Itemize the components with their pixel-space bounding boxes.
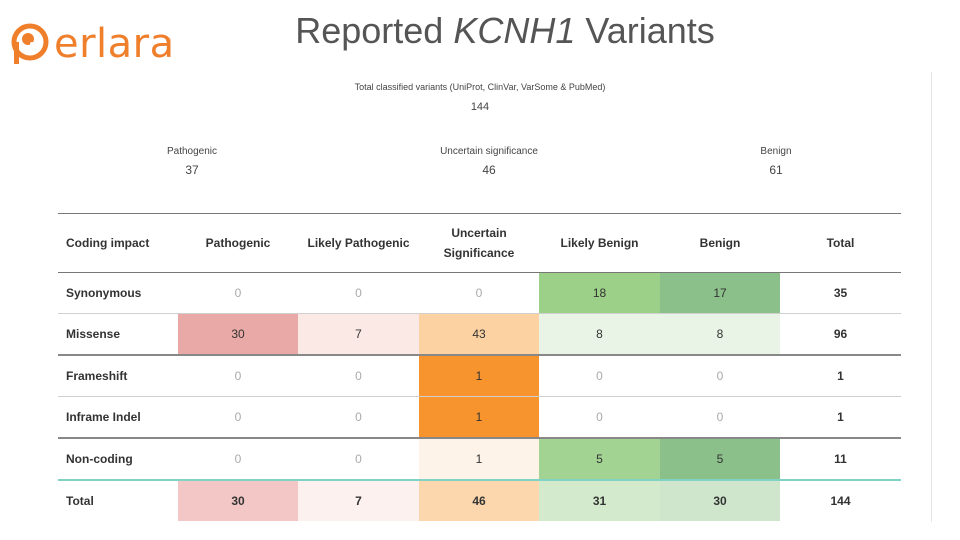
table-cell: 7 <box>298 480 419 521</box>
row-total: 35 <box>833 286 848 300</box>
header-uncertain-significance: Uncertain Significance <box>419 213 539 273</box>
total-classified-label: Total classified variants (UniProt, Clin… <box>354 82 606 92</box>
total-classified-value: 144 <box>470 101 490 113</box>
table-cell: 5 <box>660 438 780 480</box>
row-label: Missense <box>66 327 121 341</box>
table-cell: 0 <box>234 410 242 424</box>
table-cell: 18 <box>539 272 660 314</box>
row-total: 11 <box>834 452 847 466</box>
summary-benign-label: Benign <box>760 146 792 157</box>
table-header-row: Coding impact Pathogenic Likely Pathogen… <box>58 213 901 273</box>
registered-mark: ® <box>166 38 172 45</box>
row-total: 1 <box>837 410 844 424</box>
header-total: Total <box>780 213 901 273</box>
table-cell: 0 <box>596 369 603 383</box>
header-likely-pathogenic: Likely Pathogenic <box>298 213 419 273</box>
table-cell: 0 <box>234 452 242 466</box>
table-cell: 1 <box>419 355 539 397</box>
table-cell: 0 <box>716 410 724 424</box>
header-coding-impact: Coding impact <box>58 213 178 273</box>
table-cell: 0 <box>475 286 483 300</box>
table-cell: 8 <box>539 313 660 355</box>
row-total: 144 <box>830 494 851 508</box>
row-total: 1 <box>837 369 844 383</box>
table-cell: 0 <box>355 452 362 466</box>
table-cell: 0 <box>234 369 242 383</box>
row-label: Inframe Indel <box>66 410 141 424</box>
summary-benign: Benign 61 <box>696 146 856 177</box>
table-row: Frameshift 0 0 1 0 0 1 <box>58 355 901 397</box>
title-gene: KCNH1 <box>453 10 576 51</box>
table-cell: 5 <box>539 438 660 480</box>
table-cell: 0 <box>355 410 362 424</box>
table-cell: 8 <box>660 313 780 355</box>
summary-pathogenic-value: 37 <box>185 163 199 177</box>
right-divider <box>931 72 932 522</box>
table-cell: 0 <box>234 286 242 300</box>
table-row: Total 30 7 46 31 30 144 <box>58 480 901 521</box>
perlara-p-icon <box>11 23 49 64</box>
table-cell: 1 <box>419 396 539 438</box>
summary-pathogenic: Pathogenic 37 <box>112 146 272 177</box>
row-total: 96 <box>833 327 848 341</box>
row-label: Non-coding <box>66 452 133 466</box>
table-cell: 31 <box>539 480 660 521</box>
summary-uncertain: Uncertain significance 46 <box>409 146 569 177</box>
table-cell: 30 <box>660 480 780 521</box>
table-cell: 1 <box>419 438 539 480</box>
summary-benign-value: 61 <box>769 163 783 177</box>
header-likely-benign: Likely Benign <box>539 213 660 273</box>
slide-title: Reported KCNH1 Variants <box>240 10 770 52</box>
table-row: Inframe Indel 0 0 1 0 0 1 <box>58 396 901 438</box>
table-row: Non-coding 0 0 1 5 5 11 <box>58 438 901 480</box>
header-benign: Benign <box>660 213 780 273</box>
variants-table: Coding impact Pathogenic Likely Pathogen… <box>58 213 901 521</box>
header-pathogenic: Pathogenic <box>178 213 298 273</box>
table-row: Missense 30 7 43 8 8 96 <box>58 313 901 355</box>
table-cell: 17 <box>660 272 780 314</box>
table-cell: 7 <box>298 313 419 355</box>
table-cell: 30 <box>178 480 298 521</box>
summary-uncertain-value: 46 <box>482 163 496 177</box>
title-suffix: Variants <box>575 10 715 51</box>
row-label: Total <box>66 494 94 508</box>
row-label: Frameshift <box>66 369 128 383</box>
summary-uncertain-label: Uncertain significance <box>440 146 538 157</box>
table-cell: 43 <box>419 313 539 355</box>
table-cell: 0 <box>716 369 724 383</box>
table-row: Synonymous 0 0 0 18 17 35 <box>58 272 901 314</box>
row-label: Synonymous <box>66 286 142 300</box>
table-cell: 0 <box>355 369 362 383</box>
perlara-logo: erlara ® <box>8 14 178 74</box>
table-cell: 30 <box>178 313 298 355</box>
logo-wordmark: erlara <box>54 21 175 67</box>
title-prefix: Reported <box>295 10 454 51</box>
table-cell: 0 <box>596 410 603 424</box>
table-cell: 0 <box>355 286 362 300</box>
table-cell: 46 <box>419 480 539 521</box>
summary-pathogenic-label: Pathogenic <box>166 146 218 157</box>
